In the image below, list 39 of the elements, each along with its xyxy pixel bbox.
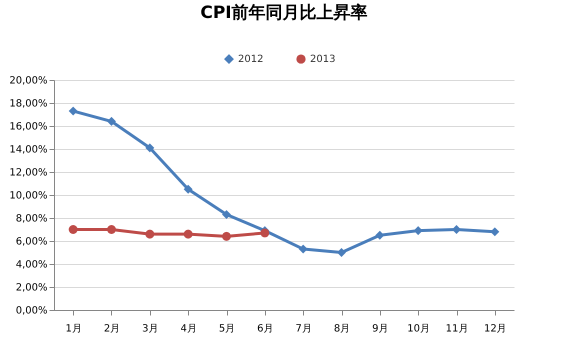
point [107,116,116,126]
x-tick-label: 11月 [446,324,468,334]
y-tick-label: 14,00% [9,144,48,156]
y-tick-label: 8,00% [16,214,48,224]
point [375,230,384,240]
y-tick-label: 12,00% [9,168,48,178]
x-tick-label: 5月 [218,324,236,334]
x-tick-label: 8月 [334,324,350,334]
legend-label: 2012 [238,54,264,66]
x-tick-label: 9月 [372,324,389,334]
point [68,225,78,234]
y-tick-label: 10,00% [9,190,48,202]
point [337,248,346,257]
x-tick-label: 1月 [65,324,82,334]
point [222,232,231,241]
y-tick-label: 18,00% [9,98,48,110]
point [222,210,231,220]
chart-title: CPI前年同月比上昇率 [200,3,368,23]
x-tick-label: 7月 [295,324,312,334]
x-tick-label: 2月 [104,324,120,334]
x-tick-label: 12月 [484,324,507,334]
point [184,184,193,194]
y-tick-label: 2,00% [16,282,48,294]
x-tick-label: 10月 [407,324,430,334]
legend-label: 2013 [310,54,336,66]
y-tick-label: 16,00% [9,122,48,132]
point [145,230,154,239]
x-tick-label: 6月 [257,324,274,334]
point [184,230,193,239]
y-tick-label: 20,00% [9,76,48,86]
point [107,225,116,234]
point [452,225,461,234]
y-tick-label: 0,00% [16,306,48,316]
point [145,143,154,152]
x-tick-label: 4月 [180,324,197,334]
point [68,106,78,116]
y-tick-label: 4,00% [16,260,48,270]
y-tick-label: 6,00% [16,236,48,248]
x-tick-label: 3月 [142,324,159,334]
